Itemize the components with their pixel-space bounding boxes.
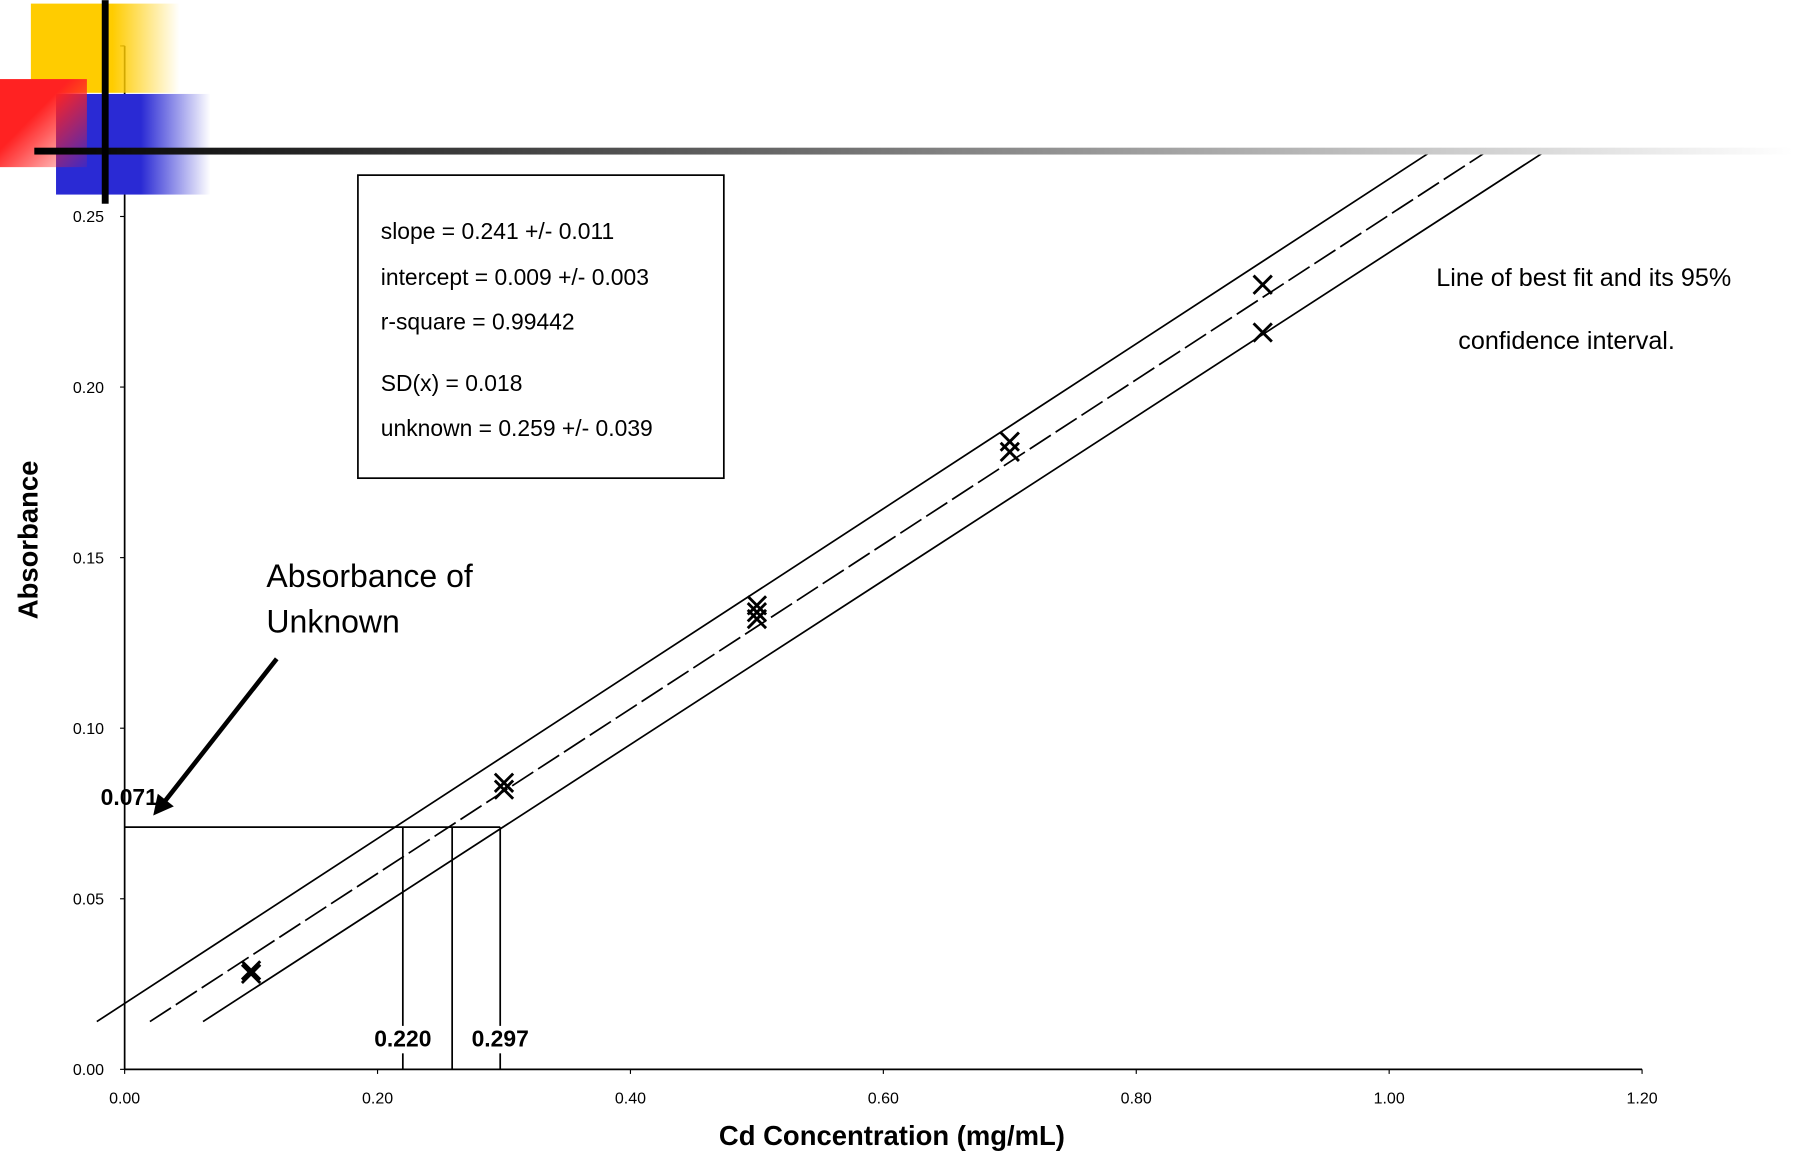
y-axis-title: Absorbance [13, 461, 44, 620]
annotation: Absorbance of [266, 558, 472, 594]
note: confidence interval. [1458, 327, 1675, 355]
note: Line of best fit and its 95% [1436, 264, 1731, 292]
reference-label: 0.071 [101, 784, 158, 810]
page: {"chart_data": { "type": "scatter", "x_l… [0, 0, 1793, 1153]
stats-text: slope = 0.241 +/- 0.011 [381, 218, 614, 244]
x-tick-label: 0.80 [1121, 1091, 1152, 1108]
stats-text: unknown = 0.259 +/- 0.039 [381, 415, 653, 441]
x-tick-label: 0.60 [868, 1091, 899, 1108]
data-point [242, 961, 260, 979]
data-point [1001, 443, 1019, 461]
reference-label: 0.297 [472, 1025, 529, 1051]
stats-text: intercept = 0.009 +/- 0.003 [381, 264, 649, 290]
y-tick-label: 0.15 [73, 550, 104, 567]
x-axis-title: Cd Concentration (mg/mL) [719, 1120, 1065, 1151]
y-tick-label: 0.20 [73, 380, 104, 397]
deco-bar [102, 0, 109, 204]
data-point [1001, 432, 1019, 450]
x-tick-label: 0.20 [362, 1091, 393, 1108]
y-tick-label: 0.25 [73, 209, 104, 226]
reference-label: 0.220 [374, 1025, 431, 1051]
x-tick-label: 1.20 [1626, 1091, 1657, 1108]
data-point [242, 965, 260, 983]
y-tick-label: 0.05 [73, 891, 104, 908]
y-tick-label: 0.00 [73, 1062, 104, 1079]
annotation-arrow [164, 659, 277, 803]
slide: 0.000.050.100.150.200.250.300.000.200.40… [0, 0, 1793, 1153]
slide-decoration [0, 0, 1793, 204]
data-point [1254, 323, 1272, 341]
x-tick-label: 1.00 [1374, 1091, 1405, 1108]
x-tick-label: 0.00 [109, 1091, 140, 1108]
annotation: Unknown [266, 604, 399, 640]
y-tick-label: 0.10 [73, 721, 104, 738]
stats-text: SD(x) = 0.018 [381, 370, 523, 396]
x-tick-label: 0.40 [615, 1091, 646, 1108]
header-rule [34, 148, 1793, 155]
data-point [1254, 276, 1272, 294]
stats-text: r-square = 0.99442 [381, 309, 575, 335]
